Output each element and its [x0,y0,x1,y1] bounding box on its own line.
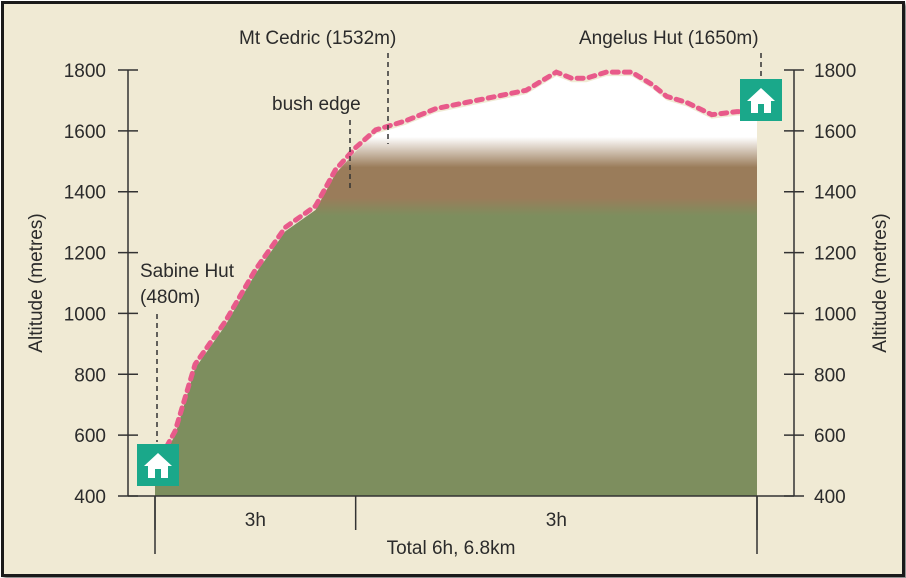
annotation-bush-edge: bush edge [272,94,361,115]
right-tick-label: 1400 [814,183,856,204]
segment-label: 3h [245,510,266,531]
right-tick-label: 1200 [814,244,856,265]
annotation-sabine-hut: Sabine Hut [140,261,235,282]
end-hut-icon [740,79,782,121]
start-hut-icon [137,444,179,486]
elevation-profile-chart: 400 400 600 600 800 800 1000 1000 1200 1200 1400 14… [26,28,891,559]
right-axis-title: Altitude (metres) [870,213,891,352]
right-tick-label: 800 [814,365,846,386]
annotation-angelus-hut: Angelus Hut (1650m) [579,28,759,49]
left-axis-title: Altitude (metres) [26,213,47,352]
right-tick-label: 1600 [814,122,856,143]
hut-icon-house [144,453,172,478]
hut-icon-house [747,88,775,113]
right-tick-label: 1800 [814,61,856,82]
left-tick-label: 1600 [64,122,106,143]
left-tick-label: 1800 [64,61,106,82]
right-tick-label: 1000 [814,304,856,325]
hut-icon-door [758,104,764,113]
right-tick-label: 600 [814,426,846,447]
annotation-sabine-altitude: (480m) [140,287,200,308]
left-tick-label: 1400 [64,183,106,204]
route-line [152,69,760,471]
segment-label: 3h [546,510,567,531]
left-tick-label: 400 [74,487,106,508]
hut-icon-door [155,469,161,478]
left-tick-label: 800 [74,365,106,386]
right-tick-label: 400 [814,487,846,508]
left-tick-label: 1200 [64,244,106,265]
left-tick-label: 1000 [64,304,106,325]
terrain-area [155,76,757,496]
left-tick-label: 600 [74,426,106,447]
annotation-mt-cedric: Mt Cedric (1532m) [239,28,396,49]
total-label: Total 6h, 6.8km [387,538,516,559]
